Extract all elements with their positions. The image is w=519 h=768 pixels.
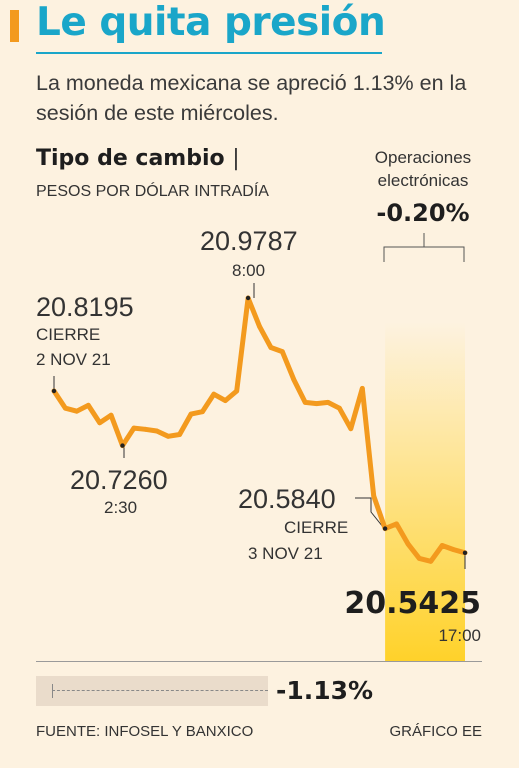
data-point [234, 388, 240, 394]
data-point [291, 377, 297, 382]
title-rule [36, 52, 382, 54]
close-leader [355, 497, 384, 528]
data-point [211, 391, 217, 397]
chart-subtitle: PESOS POR DÓLAR INTRADÍA [36, 183, 269, 200]
electronic-ops-label: Operaciones electrónicas [374, 148, 472, 190]
accent-bar [10, 10, 19, 42]
total-change-value: -1.13% [276, 676, 374, 705]
data-point [439, 543, 445, 548]
data-point [85, 402, 91, 408]
page-title: Le quita presión [36, 0, 386, 45]
electronic-session-highlight [385, 322, 465, 661]
data-point [268, 345, 274, 350]
data-point [428, 558, 434, 564]
open-date: 2 NOV 21 [36, 350, 111, 369]
data-point [325, 400, 331, 405]
low-value: 20.7260 [70, 465, 168, 495]
data-point [314, 401, 319, 406]
data-point [154, 428, 160, 434]
graphic-credit: GRÁFICO EE [389, 723, 482, 740]
data-point [131, 425, 137, 431]
key-point-marker [245, 295, 251, 301]
open-value: 20.8195 [36, 292, 134, 322]
data-point [348, 426, 354, 432]
close-value-label: 20.5840 [238, 484, 336, 514]
data-point [74, 408, 80, 414]
data-point [177, 432, 183, 437]
key-point-marker [462, 550, 468, 555]
high-time: 8:00 [232, 261, 266, 280]
data-point [200, 409, 205, 415]
last-value: 20.5425 [344, 586, 481, 621]
data-point [405, 541, 411, 547]
key-point-marker [382, 526, 388, 531]
data-point [222, 398, 228, 403]
total-change-tick [52, 684, 53, 698]
data-point [188, 411, 194, 417]
chart-title: Tipo de cambio | [36, 146, 240, 171]
data-point [337, 405, 342, 411]
data-point [394, 521, 399, 527]
key-point-marker [120, 443, 125, 448]
chart-title-text: Tipo de cambio [36, 146, 225, 171]
data-point [451, 547, 456, 552]
data-point [97, 420, 103, 426]
chart-title-separator: | [232, 146, 240, 171]
data-point [165, 433, 171, 439]
close-label: CIERRE [284, 518, 349, 537]
low-time: 2:30 [104, 498, 138, 517]
data-point [142, 426, 148, 432]
data-point [279, 349, 285, 354]
data-point [416, 556, 422, 561]
electronic-bracket [383, 233, 465, 262]
data-point [302, 400, 308, 405]
close-date: 3 NOV 21 [248, 544, 323, 563]
source-note: FUENTE: INFOSEL Y BANXICO [36, 723, 254, 740]
electronic-ops-change: -0.20% [376, 199, 470, 227]
total-change-dash [52, 690, 268, 691]
data-point [359, 386, 365, 391]
key-point-marker [51, 388, 57, 394]
page-subtitle: La moneda mexicana se apreció 1.13% en l… [36, 71, 467, 125]
data-point [63, 405, 68, 411]
footer-rule [36, 661, 482, 662]
data-point [257, 324, 262, 329]
open-label: CIERRE [36, 325, 101, 344]
high-value: 20.9787 [200, 226, 298, 256]
data-point [371, 493, 377, 499]
total-change-bar [36, 676, 268, 706]
data-point [108, 412, 114, 418]
last-time: 17:00 [438, 626, 481, 645]
